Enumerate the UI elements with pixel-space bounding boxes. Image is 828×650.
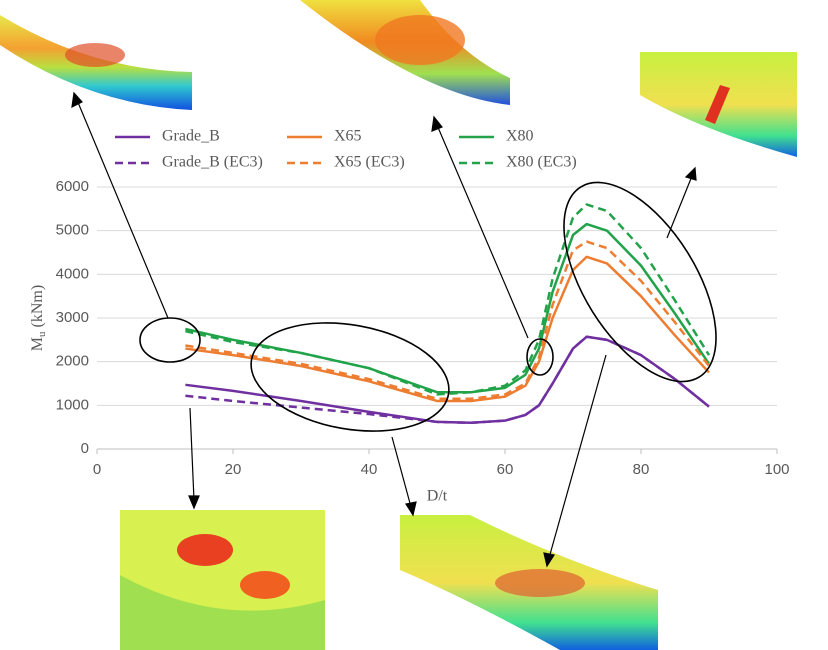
y-tick-label: 2000 (56, 353, 89, 370)
arrow (436, 124, 529, 339)
arrow-head (405, 501, 417, 517)
arrow (666, 175, 693, 239)
y-tick-label: 3000 (56, 309, 89, 326)
legend-label: Grade_B (EC3) (162, 154, 263, 171)
arrow (76, 99, 169, 319)
contour-hotspot (177, 534, 233, 566)
contour-hotspot (240, 571, 290, 599)
x-tick-label: 100 (764, 461, 789, 478)
y-tick-label: 4000 (56, 265, 89, 282)
y-tick-label: 1000 (56, 396, 89, 413)
x-tick-label: 80 (633, 461, 650, 478)
legend-label: X80 (EC3) (506, 154, 577, 171)
fe-images (0, 0, 797, 650)
x-tick-label: 40 (361, 461, 378, 478)
y-tick-label: 5000 (56, 222, 89, 239)
x-axis-label: D/t (427, 488, 448, 505)
series-line (185, 240, 710, 401)
arrow-head (71, 91, 83, 109)
highlight-ellipse (250, 322, 450, 432)
y-tick-label: 0 (81, 440, 89, 457)
legend-label: X80 (506, 128, 534, 145)
series-line (185, 203, 711, 396)
arrow-head (188, 495, 200, 510)
series-line (185, 335, 710, 425)
highlight-ellipse (526, 338, 554, 376)
arrow (391, 436, 412, 508)
legend-label: Grade_B (162, 128, 220, 145)
highlight-ellipse (139, 317, 201, 363)
highlight-ellipse (563, 181, 717, 383)
arrow-head (543, 552, 555, 568)
arrow (189, 407, 195, 501)
y-axis-label-sub: u (36, 331, 48, 337)
contour-band (120, 575, 325, 650)
series-line (185, 255, 710, 403)
contour-hotspot (65, 43, 125, 67)
contour-hotspot (705, 85, 730, 124)
x-tick-label: 60 (497, 461, 514, 478)
arrow-head (431, 115, 443, 132)
plot-area: 0 1000 2000 3000 4000 5000 6000 0 20 40 60 80 100 (56, 178, 790, 478)
highlights (139, 181, 717, 432)
arrow-head (684, 166, 697, 181)
x-tick-label: 0 (93, 461, 101, 478)
series-line (185, 222, 711, 394)
legend-label: X65 (EC3) (334, 154, 405, 171)
arrow (548, 354, 607, 559)
arrows (71, 91, 697, 568)
y-axis-label-main: M (29, 337, 46, 351)
y-axis-label: Mu (kNm) (29, 285, 48, 351)
contour-hotspot (495, 569, 585, 597)
contour-hotspot (375, 15, 465, 65)
x-tick-label: 20 (225, 461, 242, 478)
legend-label: X65 (334, 128, 362, 145)
y-axis-label-unit: (kNm) (29, 285, 46, 332)
y-tick-label: 6000 (56, 178, 89, 195)
